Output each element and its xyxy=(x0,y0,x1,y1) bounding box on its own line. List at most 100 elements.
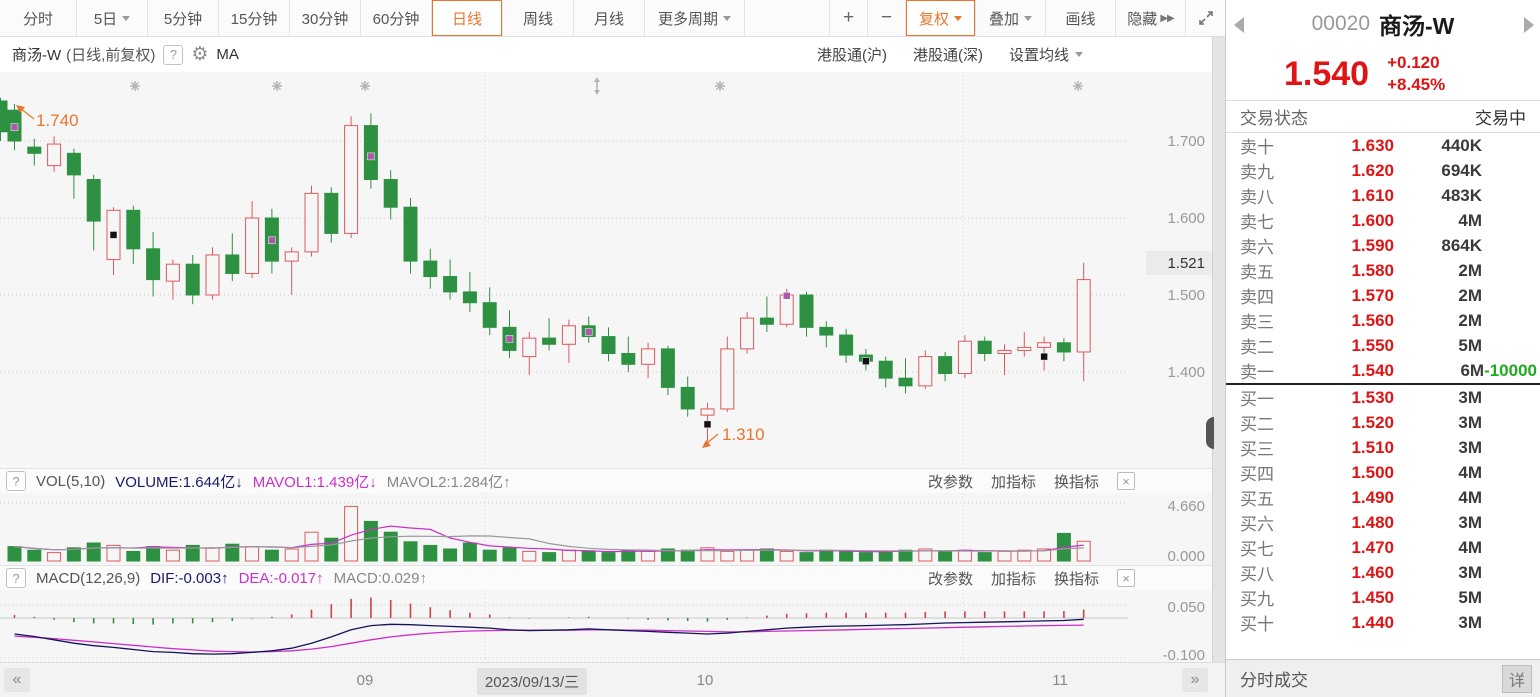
candlestick-chart[interactable]: 1.700 1.600 1.500 1.400 1.521 1.740 1.310 xyxy=(0,72,1212,468)
prev-stock-icon[interactable] xyxy=(1234,17,1244,33)
help-icon[interactable]: ? xyxy=(6,568,26,588)
panel-splitter[interactable] xyxy=(1206,37,1225,662)
order-volume: 4M xyxy=(1458,462,1482,482)
buy-row-10[interactable]: 买十 1.440 3M xyxy=(1226,610,1540,635)
order-price: 1.520 xyxy=(1351,412,1394,432)
buy-row-1[interactable]: 买一 1.530 3M xyxy=(1226,385,1540,410)
macd-indicator-header: ? MACD(12,26,9) DIF:-0.003↑ DEA:-0.017↑ … xyxy=(0,565,1225,590)
period-tab-8[interactable]: 月线 xyxy=(574,0,645,36)
volume-chart[interactable]: 4.660 0.000 xyxy=(0,493,1212,565)
switch-indicator-link[interactable]: 换指标 xyxy=(1053,473,1099,491)
next-stock-icon[interactable] xyxy=(1524,17,1534,33)
period-tab-9[interactable]: 更多周期 xyxy=(645,0,745,36)
order-label: 卖一 xyxy=(1240,363,1274,382)
order-label: 买十 xyxy=(1240,615,1274,634)
help-icon[interactable]: ? xyxy=(163,44,184,65)
chart-header-links: 港股通(沪) 港股通(深) 设置均线 xyxy=(817,44,1083,65)
chevron-down-icon xyxy=(122,15,131,21)
dea-value: DEA:-0.017↑ xyxy=(238,569,324,587)
trade-state-row: 交易状态 交易中 xyxy=(1226,100,1540,133)
adjust-mode-button[interactable]: 复权 xyxy=(905,0,975,36)
order-label: 卖三 xyxy=(1240,313,1274,332)
sell-row-6[interactable]: 卖五 1.580 2M xyxy=(1226,258,1540,283)
switch-indicator-link[interactable]: 换指标 xyxy=(1053,570,1099,588)
overlay-button[interactable]: 叠加 xyxy=(975,0,1045,36)
event-marker xyxy=(505,335,514,343)
help-icon[interactable]: ? xyxy=(6,471,26,491)
order-label: 买六 xyxy=(1240,515,1274,534)
chevron-down-icon xyxy=(1075,52,1083,57)
svg-text:1.500: 1.500 xyxy=(1167,287,1205,304)
order-volume: 2M xyxy=(1458,310,1482,330)
order-volume: 4M xyxy=(1458,210,1482,230)
close-icon[interactable]: × xyxy=(1117,472,1135,490)
order-volume: 2M xyxy=(1458,285,1482,305)
sell-row-2[interactable]: 卖九 1.620 694K xyxy=(1226,158,1540,183)
candles-layer xyxy=(0,97,1091,442)
order-price: 1.490 xyxy=(1351,487,1394,507)
buy-row-8[interactable]: 买八 1.460 3M xyxy=(1226,560,1540,585)
stock-code: 00020 xyxy=(1311,12,1371,35)
chart-header: 商汤-W (日线,前复权) ? ⚙ MA 港股通(沪) 港股通(深) 设置均线 xyxy=(0,37,1225,72)
orders-divider xyxy=(1226,383,1540,385)
hk-connect-sz-link[interactable]: 港股通(深) xyxy=(912,47,983,64)
buy-row-5[interactable]: 买五 1.490 4M xyxy=(1226,485,1540,510)
buy-row-6[interactable]: 买六 1.480 3M xyxy=(1226,510,1540,535)
svg-text:1.310: 1.310 xyxy=(722,425,765,444)
ma-setting-dropdown[interactable]: 设置均线 xyxy=(1009,44,1083,65)
order-price: 1.550 xyxy=(1351,335,1394,355)
buy-row-4[interactable]: 买四 1.500 4M xyxy=(1226,460,1540,485)
zoom-in-button[interactable]: + xyxy=(829,0,867,36)
add-indicator-link[interactable]: 加指标 xyxy=(990,473,1036,491)
sell-row-1[interactable]: 卖十 1.630 440K xyxy=(1226,133,1540,158)
sell-row-4[interactable]: 卖七 1.600 4M xyxy=(1226,208,1540,233)
period-tab-6[interactable]: 日线 xyxy=(432,0,503,36)
order-label: 买三 xyxy=(1240,440,1274,459)
hk-connect-sh-link[interactable]: 港股通(沪) xyxy=(816,47,887,64)
period-tab-0[interactable]: 分时 xyxy=(0,0,77,36)
sell-row-3[interactable]: 卖八 1.610 483K xyxy=(1226,183,1540,208)
scroll-left-button[interactable]: « xyxy=(4,668,30,692)
macd-value: MACD:0.029↑ xyxy=(333,569,427,587)
order-price: 1.460 xyxy=(1351,562,1394,582)
zoom-out-button[interactable]: − xyxy=(867,0,905,36)
close-icon[interactable]: × xyxy=(1117,569,1135,587)
gear-icon[interactable]: ⚙ xyxy=(191,44,209,65)
buy-row-7[interactable]: 买七 1.470 4M xyxy=(1226,535,1540,560)
buy-row-9[interactable]: 买九 1.450 5M xyxy=(1226,585,1540,610)
period-tab-5[interactable]: 60分钟 xyxy=(361,0,432,36)
sell-row-8[interactable]: 卖三 1.560 2M xyxy=(1226,308,1540,333)
change-param-link[interactable]: 改参数 xyxy=(927,570,973,588)
sell-row-9[interactable]: 卖二 1.550 5M xyxy=(1226,333,1540,358)
period-tab-7[interactable]: 周线 xyxy=(503,0,574,36)
buy-row-2[interactable]: 买二 1.520 3M xyxy=(1226,410,1540,435)
order-price: 1.500 xyxy=(1351,462,1394,482)
news-star-icon xyxy=(360,81,370,91)
macd-chart[interactable]: 0.050 -0.100 xyxy=(0,590,1212,662)
period-tab-4[interactable]: 30分钟 xyxy=(290,0,361,36)
collapse-handle-icon[interactable] xyxy=(1206,417,1214,449)
vol-indicator-name: VOL(5,10) xyxy=(36,472,106,490)
order-price: 1.440 xyxy=(1351,612,1394,632)
period-tab-1[interactable]: 5日 xyxy=(77,0,148,36)
svg-text:1.400: 1.400 xyxy=(1167,364,1205,381)
sell-row-7[interactable]: 卖四 1.570 2M xyxy=(1226,283,1540,308)
buy-row-3[interactable]: 买三 1.510 3M xyxy=(1226,435,1540,460)
change-param-link[interactable]: 改参数 xyxy=(927,473,973,491)
fullscreen-button[interactable] xyxy=(1185,0,1225,36)
ma-indicator-label[interactable]: MA xyxy=(216,46,239,63)
scroll-right-button[interactable]: » xyxy=(1182,668,1208,692)
period-tab-2[interactable]: 5分钟 xyxy=(148,0,219,36)
hide-panel-button[interactable]: 隐藏 ▶▶ xyxy=(1115,0,1185,36)
add-indicator-link[interactable]: 加指标 xyxy=(990,570,1036,588)
detail-button[interactable]: 详 xyxy=(1501,664,1532,693)
period-tab-3[interactable]: 15分钟 xyxy=(219,0,290,36)
draw-line-button[interactable]: 画线 xyxy=(1045,0,1115,36)
price-change: +0.120 +8.45% xyxy=(1387,52,1445,96)
sell-row-5[interactable]: 卖六 1.590 864K xyxy=(1226,233,1540,258)
order-price: 1.580 xyxy=(1351,260,1394,280)
order-price: 1.540 xyxy=(1351,360,1394,380)
sell-row-10[interactable]: 卖一 1.540 6M-10000 xyxy=(1226,358,1540,383)
news-star-icon xyxy=(715,81,725,91)
